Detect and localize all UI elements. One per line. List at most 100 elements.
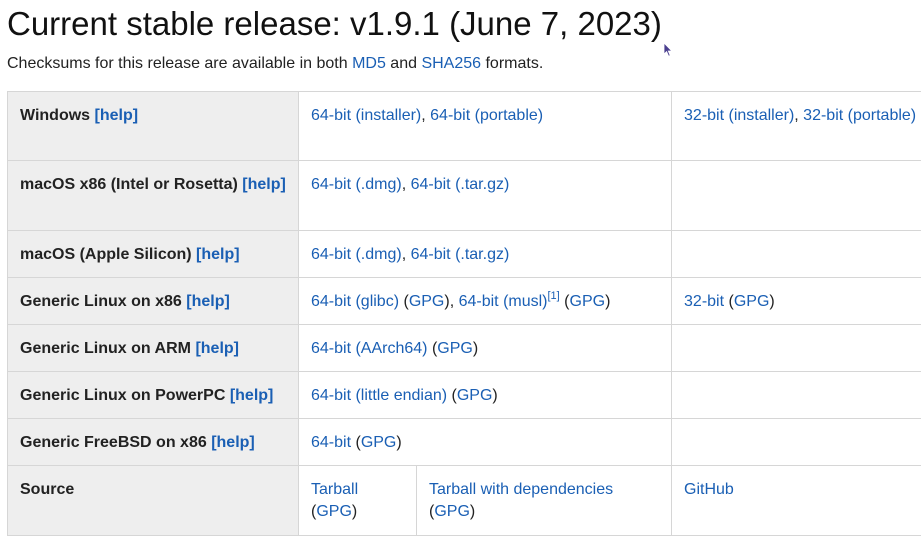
source-github-cell: GitHub: [672, 466, 921, 536]
help-link[interactable]: [help]: [195, 340, 239, 357]
linux-arm-64bit-cell: 64-bit (AArch64) (GPG): [299, 325, 672, 372]
windows-32bit-cell: 32-bit (installer), 32-bit (portable): [672, 92, 921, 161]
page-title: Current stable release: v1.9.1 (June 7, …: [7, 2, 662, 46]
macos-silicon-dmg-link[interactable]: 64-bit (.dmg): [311, 246, 402, 263]
separator: ): [473, 340, 478, 357]
separator: (: [724, 293, 734, 310]
macos-silicon-32bit-cell: [672, 231, 921, 278]
source-github-link[interactable]: GitHub: [684, 481, 734, 498]
footnote-link[interactable]: [1]: [548, 290, 560, 302]
separator: ): [396, 434, 401, 451]
gpg-link[interactable]: GPG: [434, 503, 470, 520]
intro-text-after: formats.: [481, 55, 543, 72]
intro-text-before: Checksums for this release are available…: [7, 55, 352, 72]
platform-freebsd: Generic FreeBSD on x86 [help]: [8, 419, 299, 466]
separator: ): [769, 293, 774, 310]
macos-silicon-64bit-cell: 64-bit (.dmg), 64-bit (.tar.gz): [299, 231, 672, 278]
source-tarball-deps-cell: Tarball with dependencies(GPG): [417, 466, 672, 536]
platform-macos-x86: macOS x86 (Intel or Rosetta) [help]: [8, 161, 299, 231]
macos-x86-targz-link[interactable]: 64-bit (.tar.gz): [411, 176, 510, 193]
platform-label: Source: [20, 481, 74, 498]
platform-linux-x86: Generic Linux on x86 [help]: [8, 278, 299, 325]
separator: (: [351, 434, 361, 451]
mouse-pointer-icon: [663, 42, 673, 58]
platform-macos-silicon: macOS (Apple Silicon) [help]: [8, 231, 299, 278]
linux-x86-32bit-cell: 32-bit (GPG): [672, 278, 921, 325]
linux-x86-musl-link[interactable]: 64-bit (musl): [459, 293, 548, 310]
source-tarball-deps-link[interactable]: Tarball with dependencies: [429, 481, 613, 498]
table-row-windows: Windows [help] 64-bit (installer), 64-bi…: [8, 92, 921, 161]
separator: ,: [794, 107, 803, 124]
separator: (: [428, 340, 438, 357]
freebsd-64bit-link[interactable]: 64-bit: [311, 434, 351, 451]
separator: ,: [450, 293, 459, 310]
gpg-link[interactable]: GPG: [361, 434, 397, 451]
windows-64bit-installer-link[interactable]: 64-bit (installer): [311, 107, 421, 124]
gpg-link[interactable]: GPG: [316, 503, 352, 520]
freebsd-64bit-cell: 64-bit (GPG): [299, 419, 672, 466]
help-link[interactable]: [help]: [196, 246, 240, 263]
gpg-link[interactable]: GPG: [457, 387, 493, 404]
platform-label: Generic FreeBSD on x86: [20, 434, 207, 451]
separator: ,: [402, 176, 411, 193]
macos-x86-dmg-link[interactable]: 64-bit (.dmg): [311, 176, 402, 193]
table-row-source: Source Tarball(GPG) Tarball with depende…: [8, 466, 921, 536]
separator: ,: [402, 246, 411, 263]
windows-64bit-portable-link[interactable]: 64-bit (portable): [430, 107, 543, 124]
intro-text-and: and: [386, 55, 422, 72]
downloads-table: Windows [help] 64-bit (installer), 64-bi…: [7, 91, 921, 536]
platform-label: Generic Linux on x86: [20, 293, 182, 310]
macos-x86-32bit-cell: [672, 161, 921, 231]
platform-source: Source: [8, 466, 299, 536]
platform-label: macOS (Apple Silicon): [20, 246, 192, 263]
source-tarball-cell: Tarball(GPG): [299, 466, 417, 536]
linux-ppc-le-link[interactable]: 64-bit (little endian): [311, 387, 447, 404]
platform-label: Generic Linux on ARM: [20, 340, 191, 357]
help-link[interactable]: [help]: [230, 387, 274, 404]
separator: (: [560, 293, 570, 310]
table-row-freebsd: Generic FreeBSD on x86 [help] 64-bit (GP…: [8, 419, 921, 466]
table-row-linux-ppc: Generic Linux on PowerPC [help] 64-bit (…: [8, 372, 921, 419]
linux-ppc-64bit-cell: 64-bit (little endian) (GPG): [299, 372, 672, 419]
help-link[interactable]: [help]: [95, 107, 139, 124]
separator: ): [352, 503, 357, 520]
windows-32bit-installer-link[interactable]: 32-bit (installer): [684, 107, 794, 124]
separator: ): [492, 387, 497, 404]
checksums-intro: Checksums for this release are available…: [7, 53, 543, 75]
platform-linux-ppc: Generic Linux on PowerPC [help]: [8, 372, 299, 419]
source-tarball-link[interactable]: Tarball: [311, 481, 358, 498]
gpg-link[interactable]: GPG: [570, 293, 606, 310]
platform-label: macOS x86 (Intel or Rosetta): [20, 176, 238, 193]
windows-64bit-cell: 64-bit (installer), 64-bit (portable): [299, 92, 672, 161]
separator: ): [605, 293, 610, 310]
linux-x86-64bit-cell: 64-bit (glibc) (GPG), 64-bit (musl)[1] (…: [299, 278, 672, 325]
platform-label: Windows: [20, 107, 90, 124]
windows-32bit-portable-link[interactable]: 32-bit (portable): [803, 107, 916, 124]
help-link[interactable]: [help]: [242, 176, 286, 193]
table-row-linux-x86: Generic Linux on x86 [help] 64-bit (glib…: [8, 278, 921, 325]
gpg-link[interactable]: GPG: [409, 293, 445, 310]
gpg-link[interactable]: GPG: [437, 340, 473, 357]
linux-x86-32bit-link[interactable]: 32-bit: [684, 293, 724, 310]
platform-linux-arm: Generic Linux on ARM [help]: [8, 325, 299, 372]
help-link[interactable]: [help]: [186, 293, 230, 310]
separator: (: [399, 293, 409, 310]
linux-ppc-32bit-cell: [672, 372, 921, 419]
help-link[interactable]: [help]: [211, 434, 255, 451]
table-row-linux-arm: Generic Linux on ARM [help] 64-bit (AArc…: [8, 325, 921, 372]
linux-x86-glibc-link[interactable]: 64-bit (glibc): [311, 293, 399, 310]
platform-windows: Windows [help]: [8, 92, 299, 161]
table-row-macos-silicon: macOS (Apple Silicon) [help] 64-bit (.dm…: [8, 231, 921, 278]
separator: (: [447, 387, 457, 404]
linux-arm-aarch64-link[interactable]: 64-bit (AArch64): [311, 340, 428, 357]
macos-x86-64bit-cell: 64-bit (.dmg), 64-bit (.tar.gz): [299, 161, 672, 231]
gpg-link[interactable]: GPG: [734, 293, 770, 310]
separator: ,: [421, 107, 430, 124]
macos-silicon-targz-link[interactable]: 64-bit (.tar.gz): [411, 246, 510, 263]
separator: ): [470, 503, 475, 520]
freebsd-32bit-cell: [672, 419, 921, 466]
table-row-macos-x86: macOS x86 (Intel or Rosetta) [help] 64-b…: [8, 161, 921, 231]
linux-arm-32bit-cell: [672, 325, 921, 372]
sha256-link[interactable]: SHA256: [421, 55, 481, 72]
md5-link[interactable]: MD5: [352, 55, 386, 72]
